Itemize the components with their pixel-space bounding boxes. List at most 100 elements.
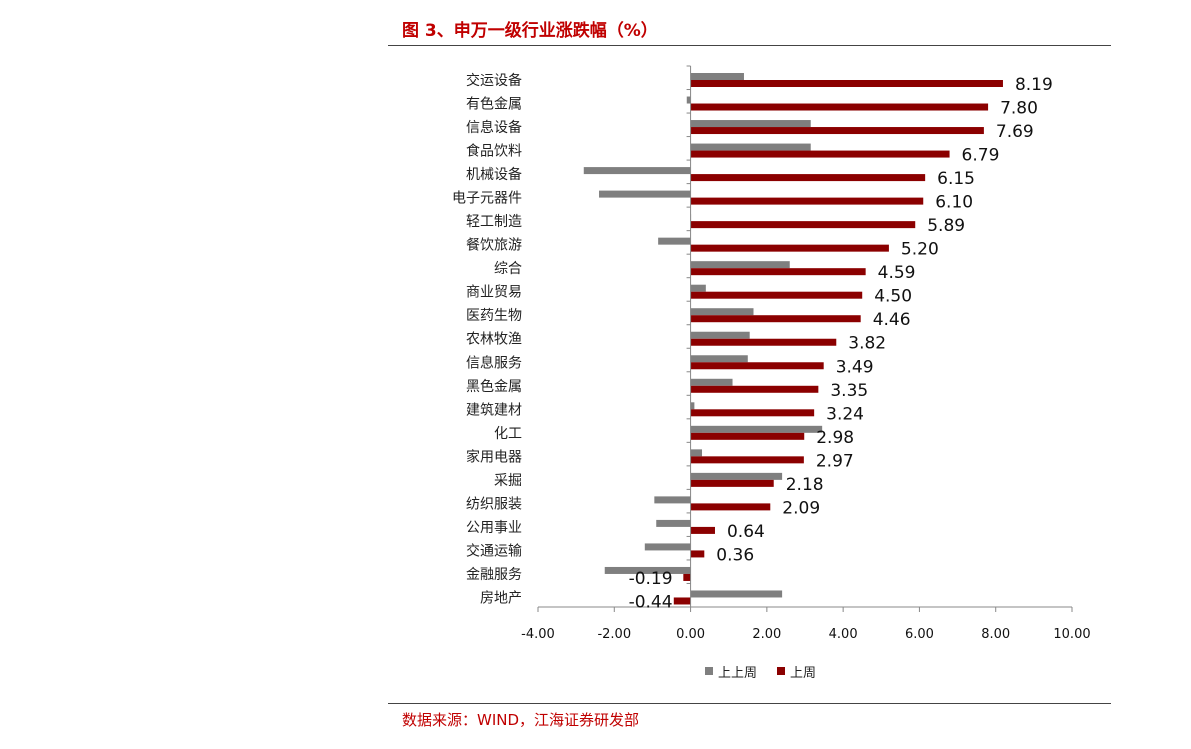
- bar-last-week-10: [690, 315, 861, 323]
- category-label: 电子元器件: [452, 191, 522, 207]
- category-label: 金融服务: [466, 567, 522, 583]
- data-label: 4.50: [874, 287, 912, 307]
- bar-prev-week-0: [690, 73, 744, 80]
- bar-prev-week-21: [604, 566, 691, 574]
- bar-prev-week-17: [690, 472, 783, 480]
- bar-last-week-17: [690, 479, 774, 487]
- category-label: 机械设备: [466, 166, 522, 183]
- category-label: 信息设备: [466, 119, 522, 136]
- data-label: -0.44: [629, 592, 673, 612]
- category-label: 建筑建材: [466, 402, 522, 418]
- top-rule: [388, 45, 1111, 46]
- bar-prev-week-22: [690, 590, 783, 598]
- x-tick-label: 2.00: [752, 627, 781, 642]
- bar-last-week-22: [673, 597, 691, 605]
- data-label: 5.89: [927, 216, 965, 236]
- bar-last-week-6: [690, 221, 916, 229]
- bar-prev-week-12: [690, 355, 748, 363]
- legend-label-prev-week: 上上周: [718, 666, 757, 681]
- category-label: 轻工制造: [466, 214, 522, 230]
- data-label: 4.59: [878, 263, 916, 283]
- bar-prev-week-18: [654, 496, 691, 504]
- x-tick-label: 0.00: [676, 627, 705, 642]
- category-label: 黑色金属: [466, 378, 522, 395]
- category-label: 农林牧渔: [466, 332, 522, 348]
- bar-prev-week-20: [644, 543, 691, 551]
- bar-last-week-2: [690, 127, 984, 135]
- data-label: 6.79: [962, 146, 1000, 166]
- data-label: 2.97: [816, 451, 854, 471]
- bar-last-week-5: [690, 197, 924, 205]
- bar-last-week-13: [690, 385, 819, 393]
- x-tick-label: 6.00: [905, 627, 934, 642]
- x-tick-label: 4.00: [829, 627, 858, 642]
- data-label: 0.64: [727, 522, 765, 542]
- source-note: 数据来源：WIND，江海证券研发部: [402, 711, 640, 729]
- data-label: 2.18: [786, 475, 824, 495]
- category-label: 商业贸易: [466, 285, 522, 301]
- data-label: 2.98: [816, 428, 854, 448]
- bottom-rule: [388, 703, 1111, 704]
- bar-last-week-16: [690, 456, 804, 464]
- data-label: 6.10: [935, 193, 973, 213]
- data-label: 0.36: [716, 545, 754, 565]
- category-label: 餐饮旅游: [466, 238, 522, 254]
- bar-last-week-21: [683, 573, 691, 581]
- x-tick-label: 10.00: [1053, 627, 1090, 642]
- bar-prev-week-19: [656, 519, 691, 527]
- bar-last-week-3: [690, 150, 950, 158]
- x-tick-label: -2.00: [597, 627, 631, 642]
- labels-layer: 交运设备 8.19 有色金属 7.80 信息设备 7.69 食品饮料 6.79 机械设备 6.15…: [452, 72, 1053, 612]
- bar-last-week-18: [690, 503, 771, 511]
- bar-prev-week-10: [690, 308, 754, 316]
- bar-last-week-7: [690, 244, 889, 252]
- bar-prev-week-11: [690, 331, 750, 339]
- category-label: 食品饮料: [466, 143, 522, 160]
- data-label: 3.49: [836, 357, 874, 377]
- category-label: 信息服务: [466, 354, 522, 371]
- x-tick-label: 8.00: [981, 627, 1010, 642]
- figure-title: 图 3、申万一级行业涨跌幅（%）: [402, 21, 658, 41]
- data-label: -0.19: [629, 569, 673, 589]
- bar-last-week-8: [690, 268, 866, 276]
- data-label: 2.09: [782, 498, 820, 518]
- bar-last-week-11: [690, 338, 837, 346]
- category-label: 化工: [494, 426, 522, 442]
- category-label: 纺织服装: [466, 496, 522, 512]
- data-label: 3.82: [848, 334, 886, 354]
- data-label: 6.15: [937, 169, 975, 189]
- category-label: 综合: [494, 261, 522, 277]
- data-label: 4.46: [873, 310, 911, 330]
- legend-swatch-last-week: [777, 667, 785, 675]
- legend: 上上周 上周: [705, 666, 816, 681]
- data-label: 7.69: [996, 122, 1034, 142]
- bar-last-week-1: [690, 103, 989, 111]
- bar-last-week-12: [690, 362, 824, 370]
- bar-prev-week-16: [690, 449, 703, 457]
- data-label: 3.24: [826, 404, 864, 424]
- category-label: 交通运输: [466, 542, 522, 559]
- x-tick-label: -4.00: [521, 627, 555, 642]
- bar-prev-week-2: [690, 120, 811, 128]
- bar-prev-week-1: [686, 96, 691, 104]
- bar-last-week-4: [690, 174, 926, 182]
- bar-prev-week-7: [658, 237, 691, 245]
- bar-last-week-9: [690, 291, 863, 299]
- legend-swatch-prev-week: [705, 667, 713, 675]
- category-label: 有色金属: [466, 96, 522, 113]
- bar-last-week-15: [690, 432, 805, 440]
- bar-prev-week-4: [583, 167, 691, 175]
- bar-prev-week-5: [599, 190, 691, 198]
- bar-prev-week-9: [690, 284, 706, 292]
- bar-last-week-19: [690, 526, 715, 534]
- category-label: 房地产: [480, 590, 522, 606]
- category-label: 家用电器: [466, 448, 522, 465]
- category-label: 交运设备: [466, 72, 522, 89]
- legend-label-last-week: 上周: [790, 666, 816, 681]
- axes-layer: -4.00 -2.00 0.00 2.00 4.00 6.00 8.00 10.00: [521, 65, 1091, 642]
- data-label: 7.80: [1000, 99, 1038, 119]
- bar-last-week-14: [690, 409, 815, 417]
- bar-last-week-0: [690, 80, 1003, 87]
- category-label: 公用事业: [466, 520, 522, 536]
